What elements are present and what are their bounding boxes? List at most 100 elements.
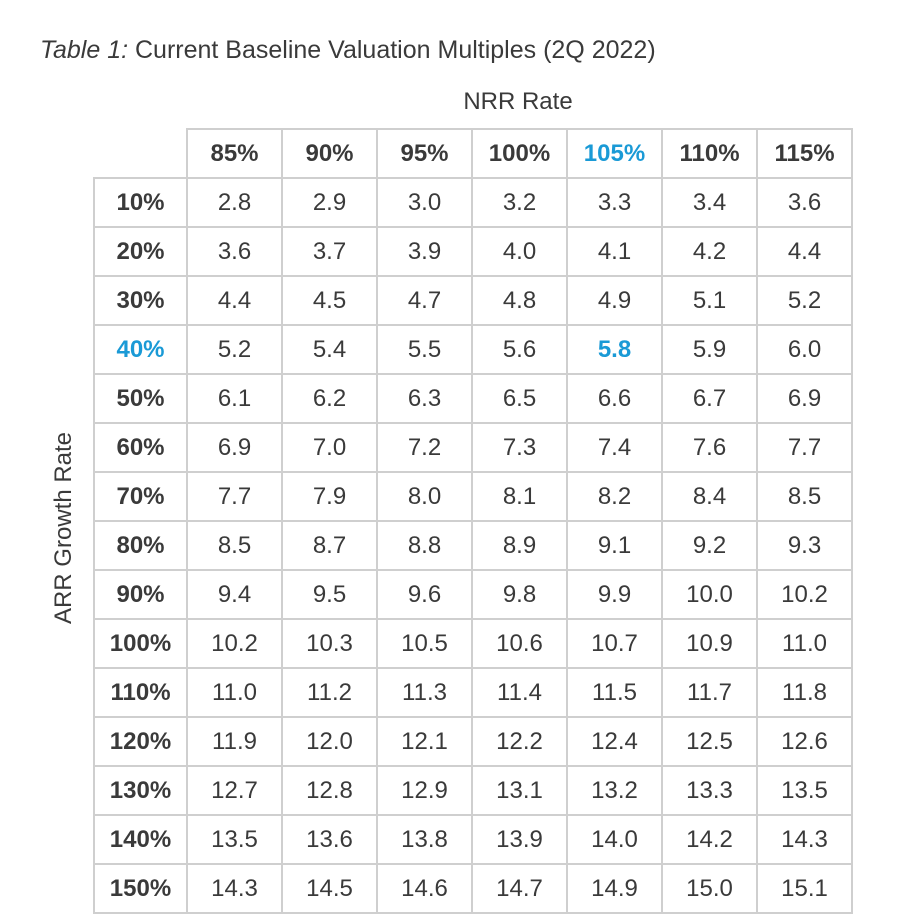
row-header: 90%: [93, 569, 188, 620]
table-cell: 14.7: [471, 863, 568, 914]
table-cell: 6.1: [186, 373, 283, 424]
table-cell: 4.0: [471, 226, 568, 277]
table-row: 90% 9.4 9.5 9.6 9.8 9.9 10.0 10.2: [93, 569, 853, 620]
table-cell: 5.8: [566, 324, 663, 375]
table-cell: 15.1: [756, 863, 853, 914]
table-row: 140% 13.5 13.6 13.8 13.9 14.0 14.2 14.3: [93, 814, 853, 865]
table-cell: 2.9: [281, 177, 378, 228]
column-axis-label: NRR Rate: [463, 88, 573, 115]
column-header: 115%: [756, 128, 853, 179]
table-cell: 6.9: [186, 422, 283, 473]
table-row: 10% 2.8 2.9 3.0 3.2 3.3 3.4 3.6: [93, 177, 853, 228]
table-cell: 8.5: [756, 471, 853, 522]
table-cell: 3.2: [471, 177, 568, 228]
row-header: 140%: [93, 814, 188, 865]
table-cell: 5.6: [471, 324, 568, 375]
table-cell: 5.2: [756, 275, 853, 326]
table-cell: 12.2: [471, 716, 568, 767]
column-header: 100%: [471, 128, 568, 179]
table-cell: 11.4: [471, 667, 568, 718]
table-cell: 7.6: [661, 422, 758, 473]
table-cell: 11.7: [661, 667, 758, 718]
table-cell: 9.2: [661, 520, 758, 571]
row-header: 150%: [93, 863, 188, 914]
table-cell: 8.4: [661, 471, 758, 522]
table-cell: 8.5: [186, 520, 283, 571]
table-cell: 10.9: [661, 618, 758, 669]
table-cell: 8.2: [566, 471, 663, 522]
table-row: 80% 8.5 8.7 8.8 8.9 9.1 9.2 9.3: [93, 520, 853, 571]
table-cell: 12.8: [281, 765, 378, 816]
table-cell: 7.3: [471, 422, 568, 473]
table-cell: 6.3: [376, 373, 473, 424]
table-cell: 3.3: [566, 177, 663, 228]
table-cell: 4.1: [566, 226, 663, 277]
table-cell: 7.2: [376, 422, 473, 473]
table-cell: 8.8: [376, 520, 473, 571]
table-cell: 4.4: [756, 226, 853, 277]
table-row: 30% 4.4 4.5 4.7 4.8 4.9 5.1 5.2: [93, 275, 853, 326]
table-cell: 8.7: [281, 520, 378, 571]
table-cell: 4.7: [376, 275, 473, 326]
table-cell: 14.3: [186, 863, 283, 914]
table-cell: 4.8: [471, 275, 568, 326]
table-row: 70% 7.7 7.9 8.0 8.1 8.2 8.4 8.5: [93, 471, 853, 522]
table-cell: 10.2: [186, 618, 283, 669]
table-cell: 11.9: [186, 716, 283, 767]
table-cell: 15.0: [661, 863, 758, 914]
table-cell: 5.1: [661, 275, 758, 326]
table-cell: 13.1: [471, 765, 568, 816]
table-cell: 13.5: [756, 765, 853, 816]
table-cell: 10.2: [756, 569, 853, 620]
table-row: 20% 3.6 3.7 3.9 4.0 4.1 4.2 4.4: [93, 226, 853, 277]
table-cell: 14.3: [756, 814, 853, 865]
table-cell: 3.0: [376, 177, 473, 228]
table-cell: 6.9: [756, 373, 853, 424]
table-cell: 4.2: [661, 226, 758, 277]
row-header: 40%: [93, 324, 188, 375]
table-cell: 7.9: [281, 471, 378, 522]
table-cell: 13.8: [376, 814, 473, 865]
column-header: 110%: [661, 128, 758, 179]
table-row: 50% 6.1 6.2 6.3 6.5 6.6 6.7 6.9: [93, 373, 853, 424]
valuation-multiples-table: 85% 90% 95% 100% 105% 110% 115% 10% 2.8 2.9 3.0 3.…: [93, 128, 853, 914]
table-cell: 9.1: [566, 520, 663, 571]
column-header-row: 85% 90% 95% 100% 105% 110% 115%: [94, 128, 853, 179]
table-row: 120% 11.9 12.0 12.1 12.2 12.4 12.5 12.6: [93, 716, 853, 767]
row-header: 10%: [93, 177, 188, 228]
table-cell: 6.7: [661, 373, 758, 424]
table-cell: 13.5: [186, 814, 283, 865]
table-cell: 14.6: [376, 863, 473, 914]
table-cell: 12.7: [186, 765, 283, 816]
table-cell: 10.7: [566, 618, 663, 669]
table-row: 100% 10.2 10.3 10.5 10.6 10.7 10.9 11.0: [93, 618, 853, 669]
table-row: 40% 5.2 5.4 5.5 5.6 5.8 5.9 6.0: [93, 324, 853, 375]
table-cell: 12.1: [376, 716, 473, 767]
row-header: 20%: [93, 226, 188, 277]
row-header: 60%: [93, 422, 188, 473]
table-cell: 11.8: [756, 667, 853, 718]
table-cell: 12.4: [566, 716, 663, 767]
table-cell: 14.5: [281, 863, 378, 914]
table-cell: 3.6: [186, 226, 283, 277]
table-row: 60% 6.9 7.0 7.2 7.3 7.4 7.6 7.7: [93, 422, 853, 473]
table-cell: 7.7: [756, 422, 853, 473]
row-header: 70%: [93, 471, 188, 522]
row-header: 50%: [93, 373, 188, 424]
table-cell: 4.5: [281, 275, 378, 326]
table-cell: 4.4: [186, 275, 283, 326]
table-title-lead: Table 1:: [40, 36, 129, 64]
table-cell: 10.0: [661, 569, 758, 620]
row-header: 130%: [93, 765, 188, 816]
table-cell: 11.0: [756, 618, 853, 669]
table-cell: 14.2: [661, 814, 758, 865]
table-row: 150% 14.3 14.5 14.6 14.7 14.9 15.0 15.1: [93, 863, 853, 914]
table-cell: 9.8: [471, 569, 568, 620]
table-cell: 11.0: [186, 667, 283, 718]
table-cell: 9.3: [756, 520, 853, 571]
row-header: 120%: [93, 716, 188, 767]
table-cell: 7.0: [281, 422, 378, 473]
table-cell: 12.5: [661, 716, 758, 767]
row-header: 100%: [93, 618, 188, 669]
table-cell: 9.5: [281, 569, 378, 620]
